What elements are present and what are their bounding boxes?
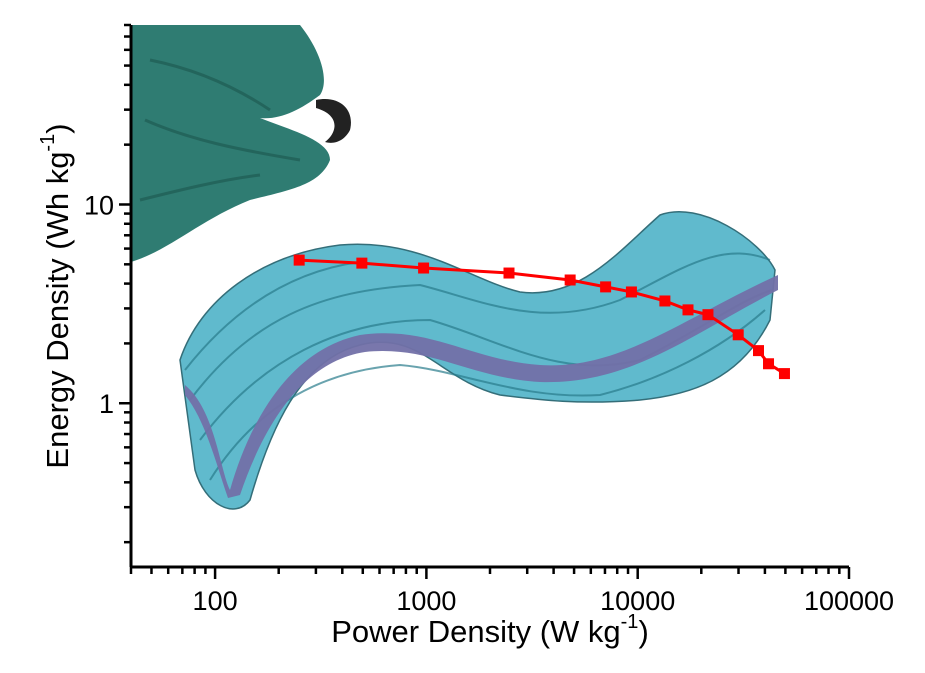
- x-axis-title: Power Density (W kg-1): [331, 611, 649, 649]
- data-point-marker: [778, 368, 790, 380]
- data-point-marker: [293, 254, 305, 266]
- data-point-marker: [732, 329, 744, 341]
- series-layer: [293, 254, 790, 380]
- data-point-marker: [356, 257, 368, 269]
- data-point-marker: [763, 358, 775, 370]
- x-tick-label: 1000: [396, 586, 456, 616]
- x-tick-label: 10000: [600, 586, 675, 616]
- y-tick-label: 10: [84, 190, 114, 220]
- data-point-marker: [659, 295, 671, 307]
- y-tick-label: 1: [99, 389, 114, 419]
- data-point-marker: [503, 267, 515, 279]
- y-axis-title: Energy Density (Wh kg-1): [37, 123, 75, 468]
- background-illustration: [131, 25, 778, 510]
- data-point-marker: [702, 309, 714, 321]
- data-point-marker: [682, 304, 694, 316]
- flexible-device-sample: [316, 99, 351, 143]
- x-tick-label: 100: [193, 586, 238, 616]
- labels: Power Density (W kg-1) Energy Density (W…: [37, 123, 649, 649]
- substrate-band-illustration: [185, 275, 778, 498]
- data-point-marker: [625, 286, 637, 298]
- glove-shading: [139, 58, 301, 202]
- fiber-texture: [184, 252, 773, 481]
- axes: 100 1000 10000 100000 1 10: [84, 23, 894, 616]
- x-tick-label: 100000: [804, 586, 894, 616]
- data-point-marker: [600, 281, 612, 293]
- data-point-marker: [753, 345, 765, 357]
- data-point-marker: [564, 274, 576, 286]
- gloved-hand-photo: [131, 25, 330, 262]
- data-point-marker: [418, 262, 430, 274]
